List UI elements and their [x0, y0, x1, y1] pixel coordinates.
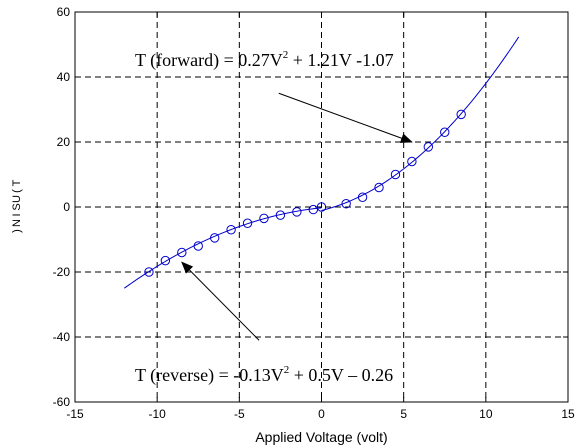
data-point [275, 210, 286, 220]
data-point [209, 233, 220, 243]
forward-fit-curve [321, 36, 520, 211]
data-point [193, 241, 203, 251]
data-markers [144, 109, 466, 277]
y-tick-label: -20 [53, 265, 71, 279]
x-tick-label: -15 [66, 407, 84, 421]
y-tick-label: 60 [57, 5, 71, 19]
data-point [423, 142, 434, 152]
data-point [456, 109, 466, 120]
data-point [407, 156, 417, 167]
grid [75, 12, 568, 402]
y-axis-title-glyph: T [11, 179, 23, 186]
y-tick-label: -40 [53, 330, 71, 344]
data-point [308, 204, 318, 215]
y-axis-title-glyph: ( [11, 189, 23, 193]
y-tick-label: 20 [57, 135, 71, 149]
data-point [440, 127, 450, 137]
y-tick-label: 40 [57, 70, 71, 84]
ticks: -15 -10 -5 0 5 10 15 -60 -40 -20 0 20 40 60 [53, 5, 575, 421]
forward-equation: T (forward) = 0.27V2 + 1.21V -1.07 [135, 49, 394, 71]
y-tick-label: -60 [53, 395, 71, 409]
data-point [226, 225, 236, 235]
data-point [259, 213, 269, 224]
x-tick-label: -5 [234, 407, 245, 421]
data-point [374, 182, 384, 193]
data-point [242, 218, 253, 228]
data-point [177, 247, 187, 258]
data-point [160, 255, 171, 266]
reverse-fit-curve [124, 207, 322, 289]
x-tick-label: 5 [400, 407, 407, 421]
forward-arrow [278, 92, 413, 143]
y-axis-title-glyph: ) [11, 229, 23, 233]
data-point [390, 169, 401, 180]
y-axis-title-glyph: S [11, 203, 23, 210]
x-tick-label: 0 [318, 407, 325, 421]
reverse-equation: T (reverse) = -0.13V2 + 0.5V – 0.26 [135, 364, 393, 386]
x-tick-label: 10 [479, 407, 493, 421]
y-axis-title-glyph: I [11, 213, 23, 216]
data-point [144, 267, 154, 277]
annotations: T (forward) = 0.27V2 + 1.21V -1.07 T (rev… [135, 49, 413, 386]
fit-curves [124, 36, 520, 289]
x-axis-title: Applied Voltage (volt) [255, 429, 387, 445]
data-point [341, 199, 351, 209]
data-point [316, 202, 327, 212]
y-axis-title-glyph: N [11, 219, 23, 227]
y-tick-label: 0 [63, 200, 70, 214]
reverse-arrow [181, 261, 260, 341]
x-tick-label: 15 [561, 407, 575, 421]
y-axis-title-glyph: U [11, 195, 23, 203]
data-point [357, 192, 368, 202]
x-tick-label: -10 [148, 407, 166, 421]
data-point [292, 207, 302, 217]
